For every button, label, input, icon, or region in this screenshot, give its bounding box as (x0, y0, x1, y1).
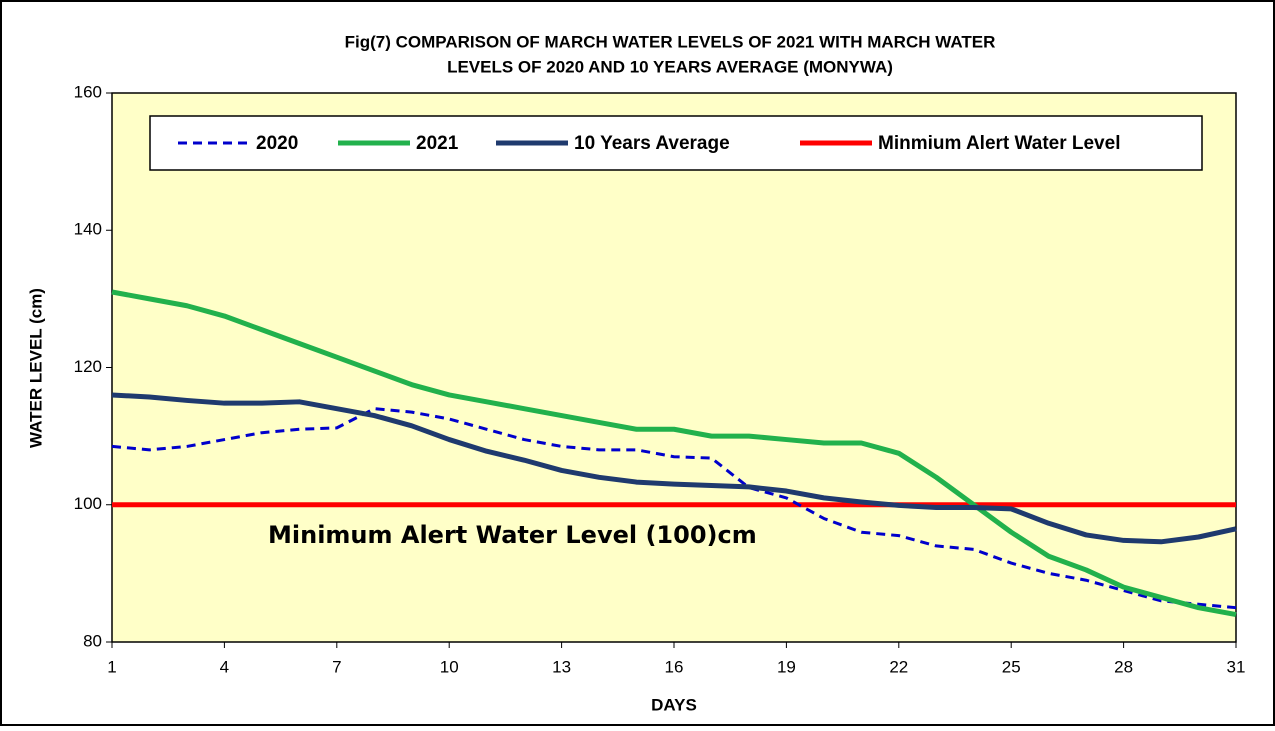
plot-area (111, 92, 1237, 643)
y-axis-label: WATER LEVEL (cm) (26, 288, 45, 448)
x-tick-label: 19 (777, 657, 796, 676)
legend-label: 2020 (256, 133, 298, 154)
legend-label: Minmium Alert Water Level (878, 133, 1120, 154)
series-line (111, 289, 1237, 618)
x-axis-label: DAYS (651, 695, 697, 714)
y-tick-label: 140 (74, 220, 102, 239)
legend-label: 10 Years Average (574, 133, 730, 154)
x-tick-label: 10 (440, 657, 459, 676)
x-tick-label: 22 (889, 657, 908, 676)
x-tick-label: 25 (1002, 657, 1021, 676)
legend-label: 2021 (416, 133, 459, 154)
y-tick-label: 120 (74, 357, 102, 376)
series-line (111, 407, 1237, 610)
chart-title: LEVELS OF 2020 AND 10 YEARS AVERAGE (MON… (447, 57, 893, 76)
x-tick-label: 31 (1227, 657, 1246, 676)
x-tick-label: 4 (220, 657, 229, 676)
x-tick-label: 13 (552, 657, 571, 676)
y-tick-label: 160 (74, 82, 102, 101)
annotation: Minimum Alert Water Level (100)cm (268, 521, 757, 549)
x-tick-label: 1 (107, 657, 116, 676)
x-tick-label: 28 (1114, 657, 1133, 676)
chart-title: Fig(7) COMPARISON OF MARCH WATER LEVELS … (345, 32, 996, 51)
y-tick-label: 80 (83, 631, 102, 650)
series-line (111, 392, 1237, 545)
legend-box (149, 115, 1203, 171)
x-tick-label: 7 (332, 657, 341, 676)
y-tick-label: 100 (74, 494, 102, 513)
x-tick-label: 16 (665, 657, 684, 676)
